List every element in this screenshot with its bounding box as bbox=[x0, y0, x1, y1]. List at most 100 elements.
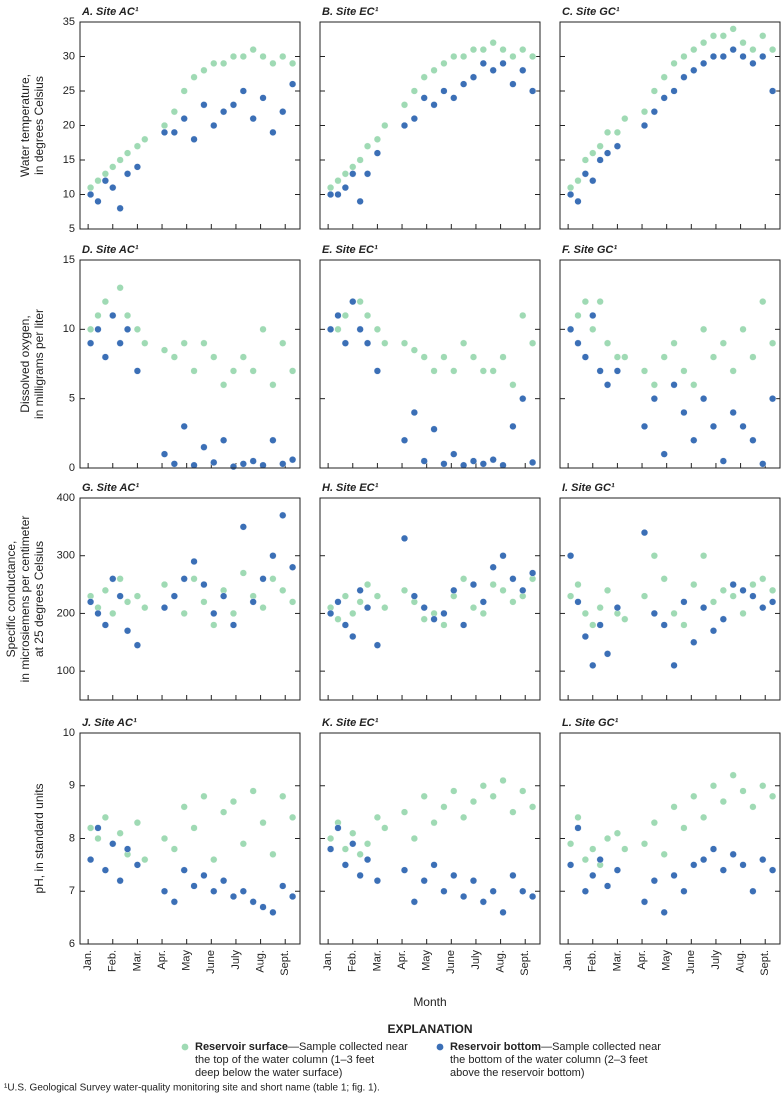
data-point bbox=[769, 586, 777, 594]
data-point bbox=[479, 367, 487, 375]
data-point bbox=[621, 114, 629, 123]
data-point bbox=[400, 339, 409, 347]
data-point bbox=[430, 861, 438, 869]
panel-title: I. Site GC¹ bbox=[562, 482, 615, 494]
data-point bbox=[479, 609, 487, 618]
data-point bbox=[141, 339, 149, 347]
data-point bbox=[341, 339, 349, 347]
data-point bbox=[566, 325, 575, 333]
data-point bbox=[690, 45, 698, 54]
data-point bbox=[440, 621, 448, 629]
y-axis-label: in microsiemens per centimeter bbox=[18, 516, 32, 683]
data-point bbox=[680, 52, 688, 61]
data-point bbox=[210, 887, 218, 895]
data-point bbox=[101, 298, 109, 306]
data-point bbox=[410, 834, 418, 843]
data-point bbox=[460, 339, 468, 347]
data-point bbox=[489, 563, 497, 571]
data-point bbox=[621, 615, 629, 623]
data-point bbox=[190, 461, 198, 469]
data-point bbox=[603, 339, 612, 347]
data-point bbox=[489, 367, 497, 375]
data-point bbox=[460, 52, 468, 61]
data-point bbox=[460, 80, 468, 88]
data-point bbox=[769, 866, 777, 874]
data-point bbox=[479, 898, 487, 906]
data-point bbox=[596, 298, 604, 306]
data-point bbox=[640, 840, 649, 848]
data-point bbox=[759, 575, 767, 583]
data-point bbox=[469, 45, 478, 54]
data-point bbox=[249, 45, 257, 54]
data-point bbox=[170, 460, 178, 468]
data-point bbox=[589, 661, 597, 669]
data-point bbox=[86, 184, 95, 192]
data-point bbox=[479, 598, 487, 606]
x-tick-label: May bbox=[181, 950, 193, 971]
x-tick-label: May bbox=[661, 950, 673, 971]
data-point bbox=[160, 346, 169, 354]
data-point bbox=[589, 871, 597, 880]
data-point bbox=[640, 898, 649, 906]
legend-swatch bbox=[181, 1043, 189, 1051]
data-point bbox=[289, 813, 297, 822]
data-point bbox=[499, 353, 507, 361]
data-point bbox=[581, 298, 589, 306]
data-point bbox=[349, 163, 357, 171]
data-point bbox=[613, 866, 622, 874]
data-point bbox=[349, 609, 357, 618]
data-point bbox=[410, 114, 418, 123]
data-point bbox=[739, 325, 747, 333]
data-point bbox=[86, 598, 95, 606]
data-point bbox=[589, 177, 597, 185]
data-point bbox=[249, 787, 257, 795]
data-point bbox=[430, 819, 438, 827]
data-point bbox=[410, 592, 418, 600]
data-point bbox=[420, 615, 428, 623]
data-point bbox=[190, 824, 198, 832]
data-point bbox=[469, 877, 478, 885]
data-point bbox=[109, 609, 117, 618]
data-point bbox=[210, 855, 218, 864]
data-point bbox=[489, 792, 497, 800]
data-point bbox=[200, 598, 208, 606]
data-point bbox=[469, 797, 478, 806]
x-tick-label: July bbox=[470, 950, 482, 970]
y-axis-label: Dissolved oxygen, bbox=[18, 315, 32, 412]
x-tick-label: Aug. bbox=[494, 950, 506, 973]
data-point bbox=[200, 871, 208, 880]
data-point bbox=[460, 892, 468, 901]
data-point bbox=[469, 604, 478, 612]
data-point bbox=[709, 845, 718, 853]
data-point bbox=[220, 108, 228, 116]
data-point bbox=[349, 298, 357, 306]
data-point bbox=[566, 552, 575, 560]
data-point bbox=[519, 787, 527, 795]
data-point bbox=[356, 325, 364, 333]
data-point bbox=[719, 32, 727, 40]
data-point bbox=[326, 834, 335, 843]
data-point bbox=[279, 586, 287, 594]
data-point bbox=[509, 808, 517, 816]
data-point bbox=[229, 797, 238, 806]
data-point bbox=[341, 621, 349, 629]
data-point bbox=[420, 353, 428, 361]
data-point bbox=[420, 792, 428, 800]
y-tick-label: 15 bbox=[63, 254, 75, 266]
data-point bbox=[200, 66, 208, 74]
data-point bbox=[650, 108, 658, 116]
data-point bbox=[334, 598, 342, 606]
data-point bbox=[640, 529, 649, 537]
data-point bbox=[259, 461, 267, 469]
data-point bbox=[660, 73, 668, 81]
data-point bbox=[410, 346, 418, 354]
data-point bbox=[123, 311, 132, 320]
data-point bbox=[133, 142, 142, 150]
data-point bbox=[769, 598, 777, 606]
data-point bbox=[660, 450, 668, 458]
data-point bbox=[749, 580, 757, 589]
data-point bbox=[180, 575, 188, 583]
legend-desc: —Sample collected near bbox=[541, 1041, 661, 1053]
legend-desc: deep below the water surface) bbox=[195, 1067, 342, 1079]
data-point bbox=[509, 598, 517, 606]
